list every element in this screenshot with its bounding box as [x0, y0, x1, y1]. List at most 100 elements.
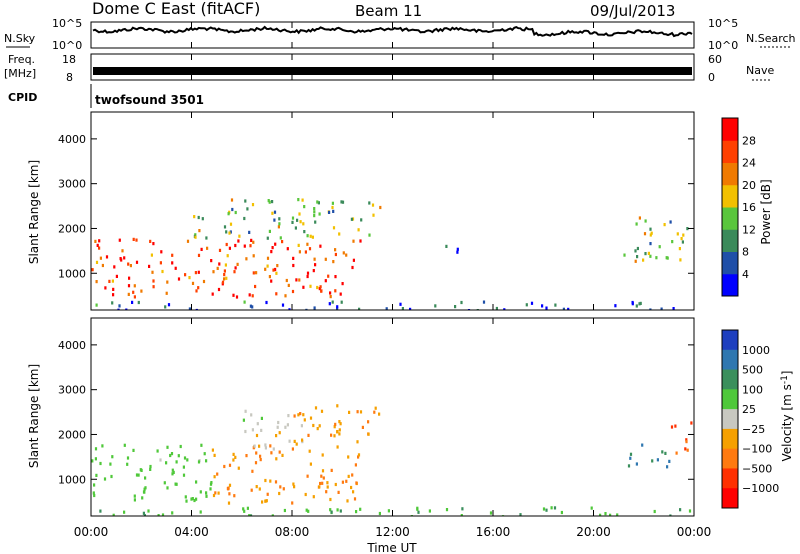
- velocity-cell: [542, 507, 546, 511]
- power-cell: [650, 231, 653, 235]
- velocity-cell: [271, 514, 274, 516]
- velocity-cell: [199, 510, 202, 514]
- power-cell: [336, 307, 339, 310]
- velocity-cell: [142, 511, 145, 515]
- power-cell: [298, 212, 301, 216]
- velocity-cell: [685, 438, 688, 442]
- velocity-cell: [264, 446, 267, 450]
- velocity-colorbar-swatch: [722, 389, 738, 410]
- power-cell: [245, 257, 248, 261]
- power-cell: [223, 273, 226, 277]
- velocity-cell: [156, 449, 159, 453]
- velocity-cell: [193, 498, 196, 503]
- power-cell: [248, 293, 251, 297]
- power-cell: [171, 261, 174, 265]
- velocity-cell: [350, 485, 353, 490]
- velocity-cell: [256, 422, 259, 426]
- velocity-cell: [254, 461, 258, 465]
- power-cell: [324, 279, 327, 283]
- velocity-cell: [205, 494, 208, 498]
- cpid-program: twofsound 3501: [95, 93, 204, 107]
- power-cell: [121, 249, 124, 253]
- power-cell: [108, 279, 111, 283]
- power-cell: [454, 305, 457, 309]
- velocity-cell: [345, 479, 348, 483]
- velocity-cell: [661, 450, 664, 454]
- power-cell: [152, 285, 155, 289]
- noise-right-tick-high: 10^5: [708, 17, 738, 30]
- power-cell: [268, 200, 271, 204]
- power-cell: [231, 207, 234, 212]
- power-cell: [660, 307, 663, 310]
- power-cell: [195, 289, 198, 293]
- velocity-cell: [651, 459, 654, 463]
- power-colorbar-swatch: [722, 251, 738, 275]
- power-colorbar-label: Power [dB]: [759, 179, 773, 244]
- power-cell: [165, 291, 168, 295]
- velocity-colorbar-tick: 500: [742, 364, 763, 377]
- power-colorbar-swatch: [722, 162, 738, 186]
- velocity-colorbar: 1000 500 100 25 −25 −100 −500 −1000 Velocity [m…: [721, 329, 794, 509]
- power-colorbar-tick: 24: [742, 157, 756, 170]
- velocity-cell: [339, 509, 342, 513]
- velocity-cell: [322, 476, 325, 480]
- power-cell: [372, 213, 375, 217]
- velocity-cell: [93, 483, 96, 487]
- velocity-cell: [599, 513, 602, 516]
- power-cell: [225, 276, 228, 280]
- velocity-cell: [303, 418, 306, 422]
- velocity-cell: [251, 428, 254, 432]
- power-cell: [271, 200, 274, 204]
- velocity-cell: [359, 410, 363, 414]
- velocity-cell: [300, 424, 303, 428]
- velocity-cell: [330, 510, 333, 514]
- power-cell: [332, 260, 335, 264]
- power-cell: [274, 267, 277, 272]
- cpid-panel: CPID twofsound 3501: [8, 84, 204, 108]
- velocity-cell: [141, 496, 144, 500]
- power-cell: [288, 308, 291, 310]
- velocity-cell: [264, 478, 267, 483]
- power-cell: [167, 303, 171, 307]
- velocity-cell: [304, 492, 307, 497]
- x-tick-label: 08:00: [275, 525, 310, 539]
- velocity-cell: [293, 485, 296, 489]
- power-cell: [197, 253, 201, 257]
- power-cell: [210, 259, 213, 263]
- power-cell: [131, 300, 134, 304]
- power-cell: [137, 300, 140, 305]
- velocity-cell: [166, 445, 169, 449]
- velocity-cell: [183, 456, 187, 460]
- power-cell: [244, 199, 247, 203]
- velocity-cell: [93, 493, 96, 498]
- velocity-cell: [609, 513, 612, 516]
- power-cell: [273, 210, 277, 214]
- velocity-cell: [291, 447, 294, 451]
- power-cell: [194, 233, 197, 237]
- power-cell: [251, 294, 254, 298]
- velocity-cell: [282, 487, 285, 491]
- power-cell: [264, 267, 267, 271]
- velocity-cell: [228, 492, 231, 496]
- velocity-cell: [199, 490, 202, 494]
- velocity-cell: [374, 406, 377, 410]
- power-cell: [113, 265, 116, 269]
- power-colorbar: 4 8 12 16 20 24 28 Power [dB]: [721, 117, 773, 297]
- power-cell: [562, 307, 565, 310]
- power-cell: [161, 269, 164, 274]
- velocity-cell: [275, 434, 278, 438]
- nave-tick-low: 0: [708, 71, 715, 84]
- velocity-cell: [266, 492, 269, 496]
- station-title: Dome C East (fitACF): [92, 0, 260, 18]
- velocity-colorbar-swatch: [722, 468, 738, 489]
- power-cell: [166, 280, 169, 284]
- power-cell: [197, 215, 200, 220]
- velocity-cell: [95, 473, 98, 477]
- power-panel: Slant Range [km] 1000 2000 3000 4000: [27, 22, 695, 311]
- velocity-cell: [688, 509, 692, 513]
- power-cell: [249, 304, 252, 308]
- power-cell: [312, 269, 315, 273]
- velocity-colorbar-tick: −25: [742, 423, 765, 436]
- power-cell: [350, 217, 353, 221]
- velocity-cell: [186, 458, 189, 462]
